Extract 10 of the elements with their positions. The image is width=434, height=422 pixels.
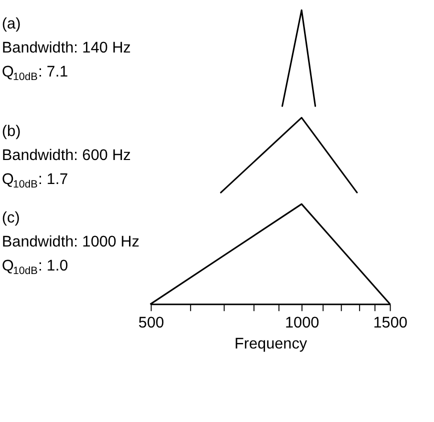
text: (c) xyxy=(2,209,20,226)
text: (b) xyxy=(2,122,21,140)
x-tick-label: 1500 xyxy=(373,314,408,332)
text: Bandwidth: 140 Hz xyxy=(2,39,131,56)
x-tick-label: 1000 xyxy=(284,314,320,332)
text: Bandwidth: 600 Hz xyxy=(2,146,131,164)
x-tick-label: 500 xyxy=(138,314,164,332)
x-axis-title: Frequency xyxy=(234,336,308,353)
text: Bandwidth: 1000 Hz xyxy=(2,233,140,250)
text: (a) xyxy=(2,15,21,32)
